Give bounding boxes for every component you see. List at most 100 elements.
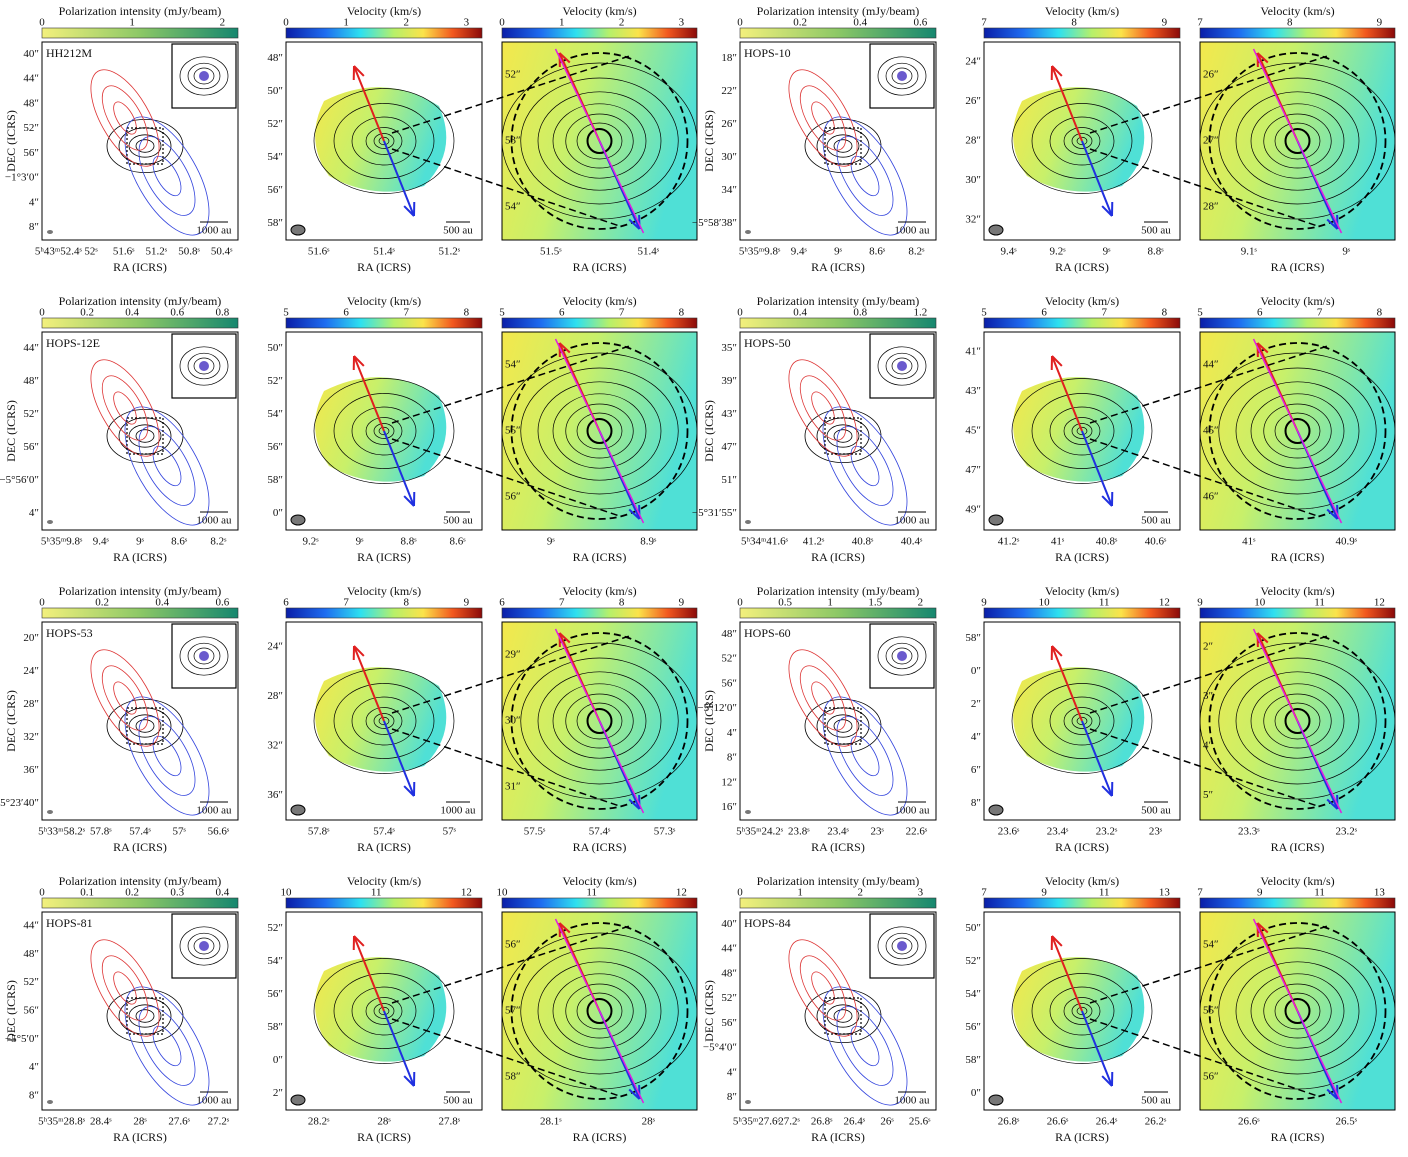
y-tick-label: 47″	[721, 441, 737, 453]
y-tick-label: 2″	[1203, 640, 1213, 652]
beam	[745, 520, 751, 524]
x-tick-label: 56.6ˢ	[208, 826, 230, 838]
x-tick-label: 9.4ˢ	[1000, 246, 1017, 258]
x-tick-label: 8.6ˢ	[449, 536, 466, 548]
inset-peak	[199, 941, 209, 951]
scale-label: 1000 au	[894, 515, 930, 527]
y-tick-label: 48″	[23, 375, 39, 387]
x-tick-label: 57.8ˢ	[308, 826, 330, 838]
colorbar-tick-label: 9	[464, 597, 470, 609]
y-tick-label: 56″	[267, 988, 283, 1000]
beam	[47, 1100, 53, 1104]
x-axis-label: RA (ICRS)	[113, 1130, 167, 1144]
y-axis-label: DEC (ICRS)	[702, 110, 716, 172]
beam	[989, 805, 1003, 815]
velocity-map	[1013, 957, 1144, 1061]
colorbar-tick-label: 0.3	[170, 887, 184, 899]
velocity-map	[315, 87, 446, 191]
colorbar-tick-label: 9	[1197, 597, 1203, 609]
y-tick-label: 52″	[965, 955, 981, 967]
x-tick-label: 5ʰ35ᵐ9.8ˢ	[739, 246, 781, 258]
x-tick-label: 40.6ˢ	[1145, 536, 1167, 548]
x-tick-label: 57.4ˢ	[373, 826, 395, 838]
y-tick-label: 0″	[273, 1054, 283, 1066]
y-tick-label: 58″	[965, 1054, 981, 1066]
colorbar-tick-label: 6	[343, 307, 349, 319]
y-tick-label: 50″	[965, 922, 981, 934]
velocity-map	[315, 957, 446, 1061]
colorbar	[502, 608, 697, 618]
colorbar	[1200, 28, 1395, 38]
x-tick-label: 25.6ˢ	[909, 1116, 931, 1128]
y-tick-label: 44″	[23, 342, 39, 354]
x-tick-label: 57.3ˢ	[654, 826, 676, 838]
colorbar-tick-label: 0	[39, 307, 45, 319]
x-tick-label: 23.3ˢ	[1238, 826, 1260, 838]
y-tick-label: 56″	[23, 1005, 39, 1017]
colorbar-tick-label: 5	[283, 307, 289, 319]
scale-label: 1000 au	[894, 1095, 930, 1107]
x-axis-label: RA (ICRS)	[1055, 1130, 1109, 1144]
colorbar	[740, 898, 936, 908]
beam	[47, 520, 53, 524]
colorbar-tick-label: 0.4	[215, 887, 229, 899]
y-tick-label: 4″	[727, 727, 737, 739]
y-tick-label: 56″	[505, 939, 521, 951]
colorbar	[42, 318, 238, 328]
y-tick-label: 32″	[965, 214, 981, 226]
x-axis-label: RA (ICRS)	[1055, 550, 1109, 564]
x-tick-label: 9ˢ	[1103, 246, 1112, 258]
y-tick-label: 48″	[267, 52, 283, 64]
colorbar-tick-label: 7	[981, 887, 987, 899]
colorbar-tick-label: 7	[1101, 307, 1107, 319]
colorbar-label: Polarization intensity (mJy/beam)	[757, 874, 920, 888]
y-tick-label: 50″	[267, 85, 283, 97]
x-tick-label: 9.2ˢ	[302, 536, 319, 548]
x-tick-label: 26.6ˢ	[1238, 1116, 1260, 1128]
colorbar-label: Velocity (km/s)	[347, 4, 421, 18]
y-tick-label: 56″	[267, 184, 283, 196]
y-tick-label: 2″	[971, 698, 981, 710]
beam	[291, 515, 305, 525]
y-tick-label: 50″	[267, 342, 283, 354]
y-tick-label: 52″	[23, 976, 39, 988]
x-axis-label: RA (ICRS)	[113, 840, 167, 854]
colorbar-tick-label: 7	[981, 17, 987, 29]
colorbar	[984, 898, 1180, 908]
colorbar	[502, 318, 697, 328]
x-tick-label: 27.2ˢ	[208, 1116, 230, 1128]
x-tick-label: 26.2ˢ	[1145, 1116, 1167, 1128]
y-tick-label: 48″	[721, 628, 737, 640]
y-tick-label: 58″	[267, 1021, 283, 1033]
colorbar-tick-label: 7	[1317, 307, 1323, 319]
y-tick-label: 52″	[267, 118, 283, 130]
y-tick-label: 16″	[721, 801, 737, 813]
x-axis-label: RA (ICRS)	[357, 840, 411, 854]
colorbar-tick-label: 0	[39, 17, 45, 29]
inset-peak	[897, 361, 907, 371]
x-tick-label: 5ʰ35ᵐ27.6ˢ	[733, 1116, 781, 1128]
inset-peak	[199, 361, 209, 371]
colorbar-tick-label: 12	[1374, 597, 1385, 609]
colorbar-tick-label: 8	[1162, 307, 1168, 319]
x-axis-label: RA (ICRS)	[1055, 840, 1109, 854]
x-axis-label: RA (ICRS)	[113, 260, 167, 274]
colorbar-tick-label: 6	[499, 597, 505, 609]
colorbar-tick-label: 1.5	[868, 597, 882, 609]
y-tick-label: 3″	[1203, 690, 1213, 702]
x-tick-label: 50.4ˢ	[211, 246, 233, 258]
x-tick-label: 26.6ˢ	[1047, 1116, 1069, 1128]
y-tick-label: 12″	[721, 776, 737, 788]
y-tick-label: 48″	[23, 948, 39, 960]
scale-label: 1000 au	[894, 805, 930, 817]
scale-label: 500 au	[1141, 805, 1171, 817]
colorbar-tick-label: 12	[676, 887, 687, 899]
x-tick-label: 9.4ˢ	[791, 246, 808, 258]
x-tick-label: 28.4ˢ	[90, 1116, 112, 1128]
colorbar-tick-label: 0.6	[215, 597, 229, 609]
colorbar-tick-label: 8	[1071, 17, 1077, 29]
y-tick-label: 56″	[267, 441, 283, 453]
y-tick-label: 40″	[23, 48, 39, 60]
colorbar-tick-label: 9	[981, 597, 987, 609]
x-tick-label: 28ˢ	[133, 1116, 147, 1128]
